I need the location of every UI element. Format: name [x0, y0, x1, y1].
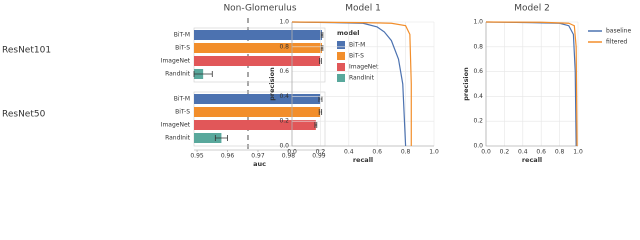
x-tick-label: 1.0 [573, 149, 583, 156]
y-axis-label: precision [268, 67, 276, 101]
y-tick-label: 0.6 [473, 68, 483, 75]
category-label: ImageNet [161, 122, 191, 129]
x-tick-label: 0.0 [287, 149, 297, 156]
legend-label: BiT-S [349, 53, 364, 60]
x-tick-label: 0.0 [481, 149, 491, 156]
x-tick-label: 0.2 [500, 149, 510, 156]
axes [485, 22, 578, 147]
line [485, 21, 578, 147]
y-tick-label: 0.8 [473, 43, 483, 50]
legend-label: RandInit [349, 75, 375, 82]
x-tick-label: 0.96 [221, 153, 235, 160]
x-tick-label: 1.0 [429, 149, 439, 156]
error-bar [214, 135, 228, 141]
group-label: ResNet50 [2, 110, 46, 120]
bar [194, 107, 321, 117]
y-tick-label: 1.0 [279, 19, 289, 26]
x-axis-label: recall [522, 156, 542, 164]
line [485, 21, 577, 147]
chart-title: Model 1 [345, 4, 381, 14]
x-axis-label: recall [353, 156, 373, 164]
legend-label: ImageNet [349, 64, 379, 71]
category-label: BiT-S [175, 109, 190, 116]
y-tick-label: 0.4 [279, 93, 289, 100]
y-tick-label: 0.6 [279, 68, 289, 75]
error-bar [314, 122, 318, 128]
legend-label: filtered [606, 39, 628, 46]
chart-title: Model 2 [514, 4, 550, 14]
y-tick-label: 0.8 [279, 43, 289, 50]
legend-swatch [337, 52, 345, 60]
y-tick-label: 0.4 [473, 93, 483, 100]
x-tick-label: 0.99 [312, 153, 326, 160]
error-bar [193, 71, 213, 77]
x-tick-label: 0.4 [344, 149, 354, 156]
bar [194, 120, 316, 130]
x-tick-label: 0.95 [190, 153, 204, 160]
category-label: ImageNet [161, 58, 191, 65]
x-tick-label: 0.6 [536, 149, 546, 156]
chart-title: Non-Glomerulus [223, 4, 296, 14]
category-label: RandInit [165, 71, 191, 78]
x-tick-label: 0.2 [316, 149, 326, 156]
bar [194, 133, 222, 143]
legend-title: model [337, 29, 360, 37]
figure: Non-Glomerulus ResNet101 BiT-M BiT-S ImageNe… [2, 4, 631, 167]
x-tick-label: 0.8 [555, 149, 565, 156]
legend-label: baseline [606, 28, 631, 35]
x-tick-label: 0.97 [251, 153, 265, 160]
bar [194, 30, 322, 40]
panel [193, 91, 326, 147]
bar [194, 56, 321, 66]
legend-swatch [337, 63, 345, 71]
legend-swatch [337, 41, 345, 49]
x-axis-label: auc [253, 160, 266, 166]
bar [194, 94, 321, 104]
y-tick-label: 0.0 [473, 143, 483, 150]
legend-swatch [337, 74, 345, 82]
y-tick-label: 0.2 [279, 118, 289, 125]
error-bar [320, 45, 324, 51]
x-tick-label: 0.6 [372, 149, 382, 156]
panel [193, 27, 326, 83]
category-label: BiT-M [174, 96, 190, 103]
bar [194, 43, 322, 53]
category-label: BiT-S [175, 45, 190, 52]
y-axis-label: precision [462, 67, 470, 101]
category-label: RandInit [165, 135, 191, 142]
y-tick-label: 0.0 [279, 143, 289, 150]
line [291, 21, 412, 146]
error-bar [320, 32, 324, 38]
group-label: ResNet101 [2, 46, 51, 56]
y-tick-label: 1.0 [473, 19, 483, 26]
x-tick-label: 0.8 [401, 149, 411, 156]
x-tick-label: 0.98 [282, 153, 296, 160]
axes [291, 22, 434, 147]
y-tick-label: 0.2 [473, 118, 483, 125]
x-tick-label: 0.4 [518, 149, 528, 156]
category-label: BiT-M [174, 32, 190, 39]
legend-label: BiT-M [349, 42, 365, 49]
